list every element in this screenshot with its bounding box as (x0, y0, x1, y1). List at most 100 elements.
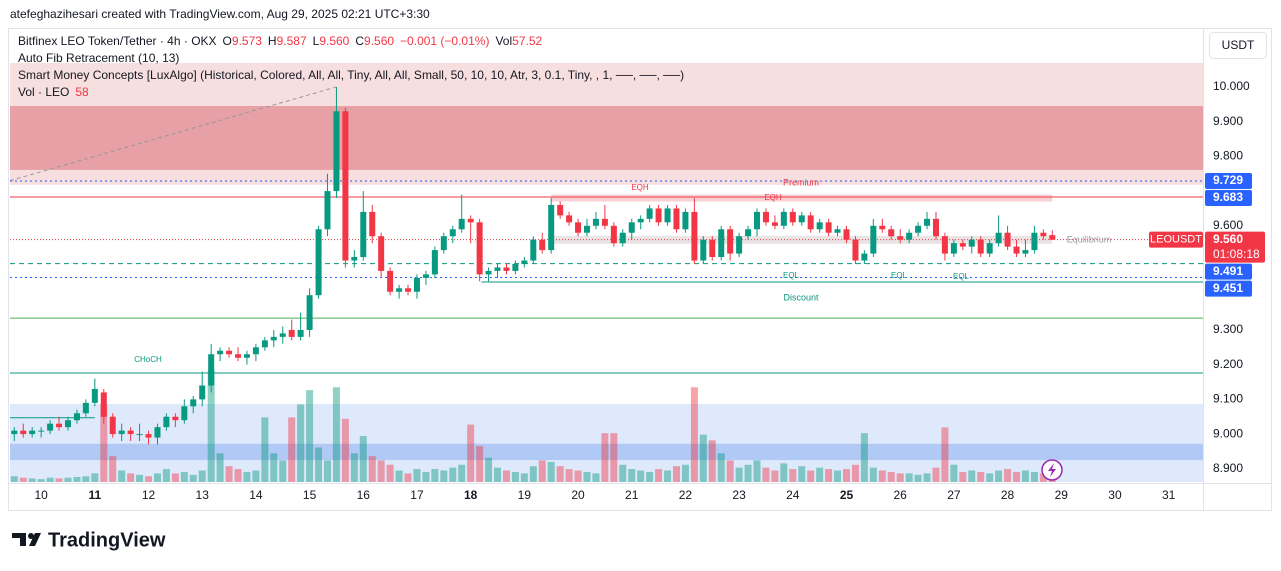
price-badge-label: 9.491 (1213, 264, 1243, 278)
candle-body (20, 430, 27, 435)
volume-bar (332, 387, 340, 482)
candle-body (745, 229, 752, 237)
volume-bar (1039, 473, 1047, 482)
y-tick-label: 9.200 (1213, 357, 1243, 371)
candle-body (798, 215, 805, 223)
volume-bar (771, 470, 779, 482)
candle-body (646, 208, 653, 219)
candle-body (38, 430, 45, 432)
volume-bar (467, 424, 475, 482)
volume-bar (180, 471, 188, 482)
volume-bar (646, 471, 654, 482)
volume-bar (100, 404, 108, 482)
volume-bar (350, 453, 358, 482)
candle-body (261, 340, 268, 348)
frame (8, 28, 1272, 511)
x-tick-label: 14 (249, 488, 263, 502)
candle-body (521, 260, 528, 264)
candle-body (467, 218, 474, 223)
volume-bar (368, 456, 376, 482)
candle-body (226, 350, 233, 355)
y-tick-label: 9.800 (1213, 149, 1243, 163)
x-tick-label: 12 (142, 488, 156, 502)
candle-body (941, 236, 948, 254)
x-tick-label: 27 (947, 488, 961, 502)
countdown: 01:08:18 (1213, 247, 1260, 261)
candle-body (279, 333, 286, 337)
candle-body (235, 354, 242, 358)
volume-bar (341, 418, 349, 482)
zone (10, 403, 1203, 482)
candle-body (888, 229, 895, 237)
candle-body (789, 211, 796, 223)
candle-body (163, 416, 170, 428)
candle-body (118, 430, 125, 435)
candle-body (127, 430, 134, 435)
volume-bar (162, 469, 170, 482)
candle-body (897, 236, 904, 240)
volume-bar (440, 470, 448, 482)
candle-body (619, 232, 626, 244)
candle-body (1040, 232, 1047, 237)
volume-bar (207, 370, 215, 482)
volume-bar (189, 474, 197, 482)
volume-bar (323, 460, 331, 482)
candle-body (47, 423, 54, 431)
volume-bar (243, 471, 251, 482)
volume-bar (708, 440, 716, 482)
volume-bar (681, 464, 689, 482)
price-badge (1205, 190, 1252, 207)
candle-body (73, 413, 80, 421)
currency-label[interactable]: USDT (1222, 38, 1255, 52)
candle-body (530, 239, 537, 261)
volume-bar (422, 471, 430, 482)
x-tick-label: 29 (1055, 488, 1069, 502)
candle-body (351, 257, 358, 261)
x-tick-label: 19 (518, 488, 532, 502)
volume-bar (458, 464, 466, 482)
volume-bar (574, 470, 582, 482)
candle-body (1013, 246, 1020, 254)
volume-bar (225, 466, 233, 482)
candle-body (440, 236, 447, 251)
candle-body (834, 229, 841, 233)
candle-body (610, 225, 617, 244)
volume-bar (37, 479, 45, 482)
volume-bar (1030, 471, 1038, 482)
volume-bar (395, 470, 403, 482)
volume-bar (404, 473, 412, 482)
last-price-label: 9.560 (1213, 232, 1243, 246)
volume-bar (485, 457, 493, 482)
ohlc-name: L (313, 34, 320, 48)
candle-body (342, 111, 349, 261)
volume-bar (136, 474, 144, 482)
candle-body (503, 267, 510, 271)
volume-bar (995, 470, 1003, 482)
plot: Premium Equilibrium Discount EQH EQH EQL EQL EQ… (9, 62, 1203, 482)
volume-bar (46, 477, 54, 482)
volume-bar (851, 464, 859, 482)
volume-bar (252, 470, 260, 482)
volume-bar (91, 473, 99, 482)
candle-body (288, 329, 295, 337)
currency-button[interactable] (1209, 32, 1267, 59)
zone (551, 235, 1053, 244)
y-tick-label: 9.900 (1213, 114, 1243, 128)
ohlc-value: 9.560 (364, 34, 394, 48)
volume-bar (601, 433, 609, 482)
candle-body (762, 211, 769, 223)
x-tick-label: 21 (625, 488, 639, 502)
x-tick-label: 22 (679, 488, 693, 502)
candle-body (539, 239, 546, 251)
price-badge (1205, 263, 1252, 280)
candle-body (449, 229, 456, 237)
candle-body (566, 215, 573, 223)
volume-bar (10, 476, 18, 482)
volume-bar (816, 467, 824, 482)
volume-bar (315, 447, 323, 482)
annotation: Equilibrium (1067, 234, 1112, 244)
annotation: EQL (953, 272, 970, 281)
indicator-label: Auto Fib Retracement (10, 13) (18, 51, 179, 65)
volume-bar (449, 467, 457, 482)
volume-bar (637, 470, 645, 482)
